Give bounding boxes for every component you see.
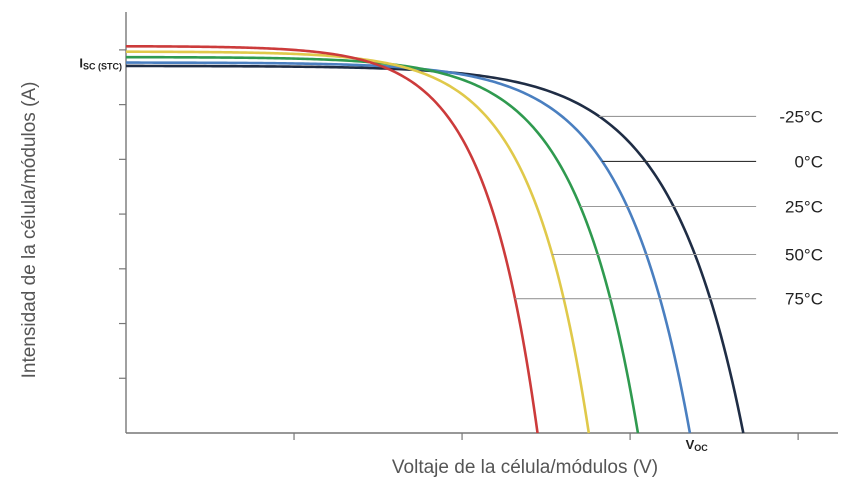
voc-label: VOC bbox=[686, 437, 709, 453]
legend: -25°C 0°C 25°C 50°C 75°C bbox=[779, 107, 823, 308]
curve-0 bbox=[125, 64, 745, 434]
isc-stc-label: ISC (STC) bbox=[79, 56, 122, 72]
curve-3 bbox=[125, 50, 591, 434]
voc-sub: OC bbox=[694, 443, 708, 453]
isc-sub: SC (STC) bbox=[83, 62, 122, 72]
isc-main: I bbox=[79, 56, 83, 71]
legend-label-4: 75°C bbox=[785, 290, 823, 309]
curves bbox=[125, 44, 745, 434]
y-ticks bbox=[119, 49, 126, 379]
axes bbox=[119, 12, 838, 440]
x-axis-title: Voltaje de la célula/módulos (V) bbox=[392, 457, 658, 478]
legend-label-3: 50°C bbox=[785, 245, 823, 264]
legend-label-2: 25°C bbox=[785, 198, 823, 217]
x-ticks bbox=[293, 433, 799, 440]
legend-label-0: -25°C bbox=[779, 107, 823, 126]
curve-1 bbox=[126, 61, 692, 434]
voc-main: V bbox=[686, 437, 695, 452]
legend-label-1: 0°C bbox=[794, 152, 823, 171]
curve-2 bbox=[126, 55, 640, 434]
legend-leaders bbox=[515, 115, 757, 300]
y-axis-title: Intensidad de la célula/módulos (A) bbox=[19, 82, 40, 379]
curve-4 bbox=[125, 44, 539, 434]
